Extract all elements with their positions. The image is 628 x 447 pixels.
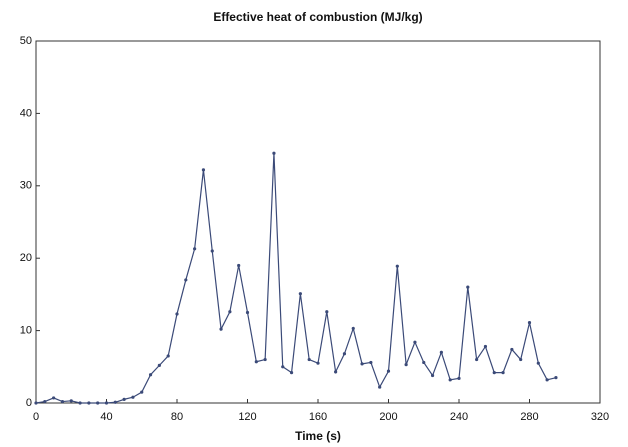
data-point (219, 327, 223, 331)
data-point (439, 350, 443, 354)
data-point (113, 400, 117, 404)
chart-title: Effective heat of combustion (MJ/kg) (213, 10, 422, 24)
data-point (360, 362, 364, 366)
y-tick-label: 30 (20, 180, 32, 192)
data-point (228, 310, 232, 314)
data-point (87, 401, 91, 405)
data-point (263, 357, 267, 362)
data-point (272, 151, 276, 155)
data-point (131, 395, 135, 399)
data-point (545, 378, 549, 382)
x-tick-label: 0 (33, 411, 39, 423)
data-point (175, 312, 179, 316)
data-point (122, 397, 126, 401)
data-point (466, 285, 470, 289)
data-point (413, 340, 417, 344)
data-point (334, 370, 338, 374)
data-point (554, 376, 558, 380)
x-tick-label: 280 (520, 411, 538, 423)
data-point (34, 401, 38, 405)
data-point (519, 357, 523, 362)
y-tick-label: 10 (20, 325, 32, 337)
data-point (78, 401, 82, 405)
x-axis-label: Time (s) (295, 429, 341, 443)
x-tick-label: 160 (309, 411, 327, 423)
data-point (395, 264, 399, 268)
data-line (35, 153, 557, 404)
data-point (369, 360, 373, 365)
data-point (527, 321, 532, 325)
data-point (307, 357, 311, 362)
x-tick-label: 200 (379, 411, 397, 423)
data-point (166, 354, 170, 358)
data-point (281, 365, 285, 369)
y-tick-label: 20 (20, 252, 32, 264)
data-point (501, 370, 505, 375)
data-point (483, 344, 488, 349)
data-point (404, 363, 408, 367)
data-point (448, 378, 452, 382)
data-point (457, 376, 461, 380)
data-point (245, 310, 250, 315)
data-point (43, 399, 47, 404)
data-point (237, 263, 241, 268)
data-point (492, 370, 496, 375)
data-point (536, 361, 540, 365)
x-tick-label: 320 (591, 411, 609, 423)
y-tick-label: 40 (20, 107, 32, 119)
data-point (316, 361, 320, 365)
data-point (475, 357, 479, 362)
data-point (254, 360, 258, 364)
data-point (210, 249, 214, 253)
data-point (52, 396, 56, 400)
data-point (298, 292, 302, 296)
data-point (201, 168, 206, 172)
data-point (378, 385, 382, 389)
data-point (289, 370, 294, 375)
x-tick-label: 240 (450, 411, 468, 423)
data-point (140, 390, 144, 394)
data-point (96, 401, 100, 405)
data-point (157, 363, 161, 367)
x-tick-label: 80 (171, 411, 183, 423)
x-tick-label: 120 (238, 411, 256, 423)
data-point (386, 369, 391, 373)
data-point (342, 352, 347, 356)
data-point (69, 399, 73, 403)
data-point (325, 310, 329, 314)
y-tick-label: 0 (26, 397, 32, 409)
data-point (148, 373, 153, 377)
data-point (193, 247, 197, 251)
data-point (184, 278, 188, 282)
data-point (351, 326, 355, 331)
data-point (60, 399, 65, 404)
x-tick-label: 40 (100, 411, 112, 423)
data-point (104, 401, 109, 405)
data-point (422, 360, 426, 365)
plot-frame (35, 40, 601, 404)
y-tick-label: 50 (20, 35, 32, 47)
data-point (510, 347, 514, 352)
data-point (430, 373, 435, 378)
